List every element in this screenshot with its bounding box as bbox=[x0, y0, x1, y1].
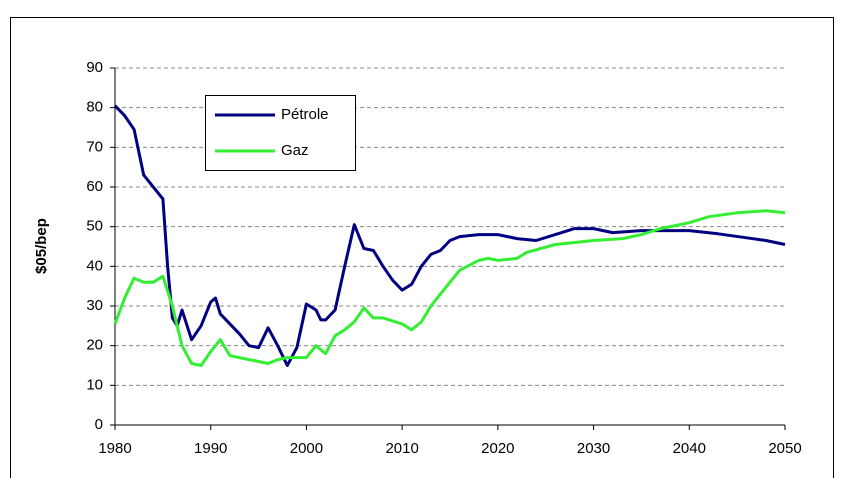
x-tick-label: 2020 bbox=[481, 440, 514, 457]
legend-label: Pétrole bbox=[281, 106, 329, 123]
chart-border bbox=[10, 17, 834, 478]
x-tick-label: 2000 bbox=[290, 440, 323, 457]
x-tick-label: 1990 bbox=[194, 440, 227, 457]
y-tick-label: 90 bbox=[86, 59, 103, 76]
y-tick-label: 20 bbox=[86, 337, 103, 354]
legend-box bbox=[205, 95, 356, 171]
line-series bbox=[113, 209, 786, 367]
y-tick-label: 60 bbox=[86, 178, 103, 195]
x-tick-label: 2030 bbox=[577, 440, 610, 457]
y-axis-label: $05/bep bbox=[33, 218, 50, 274]
x-tick-label: 2050 bbox=[768, 440, 801, 457]
y-tick-label: 80 bbox=[86, 99, 103, 116]
x-tick-label: 2010 bbox=[385, 440, 418, 457]
y-tick-label: 30 bbox=[86, 297, 103, 314]
y-tick-label: 50 bbox=[86, 218, 103, 235]
line-series bbox=[113, 104, 786, 367]
y-tick-label: 70 bbox=[86, 138, 103, 155]
legend-label: Gaz bbox=[281, 142, 309, 159]
y-tick-label: 0 bbox=[95, 416, 103, 433]
x-tick-label: 2040 bbox=[673, 440, 706, 457]
y-tick-label: 40 bbox=[86, 257, 103, 274]
y-tick-label: 10 bbox=[86, 376, 103, 393]
x-tick-label: 1980 bbox=[98, 440, 131, 457]
